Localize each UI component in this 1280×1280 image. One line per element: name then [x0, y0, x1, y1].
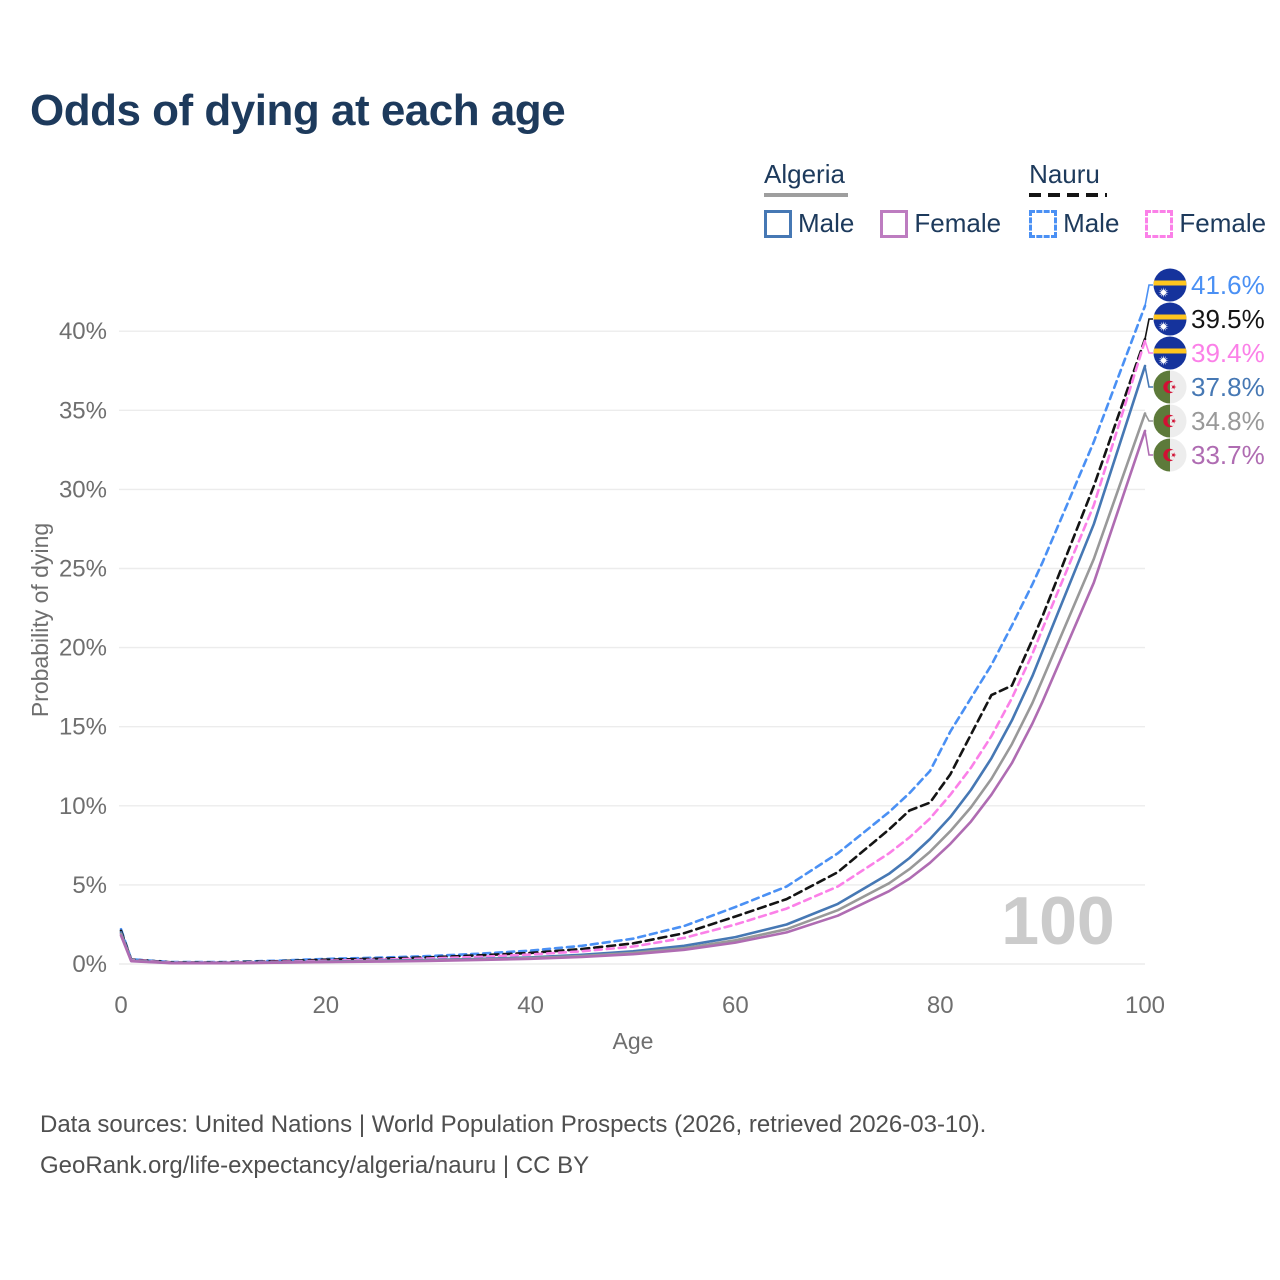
- algeria-flag-icon: [1153, 404, 1187, 438]
- x-tick-label: 60: [722, 992, 749, 1019]
- y-tick-label: 40%: [59, 318, 107, 345]
- legend-country-nauru: Nauru: [1029, 159, 1100, 189]
- algeria-female-swatch-icon: [880, 209, 909, 238]
- legend-item-nauru-female[interactable]: Female: [1145, 208, 1266, 239]
- end-value-label-algeria-total: 34.8%: [1191, 406, 1265, 436]
- y-axis-title: Probability of dying: [27, 523, 53, 717]
- nauru-flag-icon: [1153, 302, 1187, 336]
- y-tick-label: 35%: [59, 397, 107, 424]
- footer-attribution: GeoRank.org/life-expectancy/algeria/naur…: [40, 1152, 590, 1179]
- end-label-leader-line: [1144, 340, 1153, 354]
- end-value-label-algeria-female: 33.7%: [1191, 440, 1265, 470]
- legend-label-algeria-male: Male: [798, 208, 855, 238]
- series-line-nauru-total[interactable]: [119, 337, 1147, 964]
- y-tick-label: 25%: [59, 556, 107, 583]
- nauru-flag-icon: [1153, 336, 1187, 370]
- series-line-nauru-male[interactable]: [119, 304, 1147, 964]
- legend-row-nauru: Male Female: [1029, 208, 1266, 239]
- x-tick-label: 100: [1125, 992, 1165, 1019]
- x-tick-label: 40: [517, 992, 544, 1019]
- end-label-leader-line: [1144, 413, 1153, 422]
- footer-data-sources: Data sources: United Nations | World Pop…: [40, 1111, 987, 1138]
- legend-label-nauru-male: Male: [1063, 208, 1120, 238]
- series-line-algeria-male[interactable]: [119, 364, 1147, 965]
- end-label-leader-line: [1144, 318, 1153, 340]
- legend-group-algeria: Algeria Male Female: [764, 159, 1001, 239]
- legend-country-algeria: Algeria: [764, 159, 845, 189]
- end-value-label-algeria-male: 37.8%: [1191, 372, 1265, 402]
- nauru-flag-icon: [1153, 268, 1187, 302]
- y-tick-label: 15%: [59, 714, 107, 741]
- legend-label-algeria-female: Female: [914, 208, 1002, 238]
- x-tick-label: 80: [927, 992, 954, 1019]
- series-line-nauru-female[interactable]: [119, 339, 1147, 964]
- end-label-leader-line: [1144, 430, 1153, 456]
- y-tick-label: 5%: [72, 872, 107, 899]
- nauru-dashed-line-sample: [1029, 193, 1108, 197]
- legend-label-nauru-female: Female: [1179, 208, 1267, 238]
- series-line-algeria-total[interactable]: [119, 412, 1147, 965]
- x-tick-label: 0: [114, 992, 127, 1019]
- legend-item-algeria-male[interactable]: Male: [764, 208, 854, 239]
- algeria-flag-icon: [1153, 370, 1187, 404]
- chart-legend: Algeria Male Female Nauru Male Female: [764, 159, 1266, 239]
- y-tick-label: 30%: [59, 476, 107, 503]
- end-label-leader-line: [1144, 365, 1153, 388]
- y-tick-label: 20%: [59, 635, 107, 662]
- algeria-flag-icon: [1153, 438, 1187, 472]
- hover-age-watermark: 100: [1001, 883, 1114, 959]
- nauru-male-swatch-icon: [1029, 209, 1058, 238]
- legend-row-algeria: Male Female: [764, 208, 1001, 239]
- end-value-label-nauru-male: 41.6%: [1191, 270, 1265, 300]
- legend-group-nauru: Nauru Male Female: [1029, 159, 1266, 239]
- y-tick-label: 0%: [72, 951, 107, 978]
- x-tick-label: 20: [312, 992, 339, 1019]
- end-label-leader-line: [1144, 284, 1153, 307]
- algeria-solid-line-sample: [764, 193, 848, 197]
- end-value-label-nauru-total: 39.5%: [1191, 304, 1265, 334]
- series-line-algeria-female[interactable]: [119, 429, 1147, 965]
- x-axis-title: Age: [613, 1028, 654, 1054]
- algeria-male-swatch-icon: [764, 209, 792, 238]
- legend-item-nauru-male[interactable]: Male: [1029, 208, 1119, 239]
- footer: Data sources: United Nations | World Pop…: [40, 1104, 986, 1186]
- page-title: Odds of dying at each age: [30, 86, 566, 135]
- y-tick-label: 10%: [59, 793, 107, 820]
- end-value-label-nauru-female: 39.4%: [1191, 338, 1265, 368]
- legend-item-algeria-female[interactable]: Female: [880, 208, 1001, 239]
- nauru-female-swatch-icon: [1145, 209, 1174, 238]
